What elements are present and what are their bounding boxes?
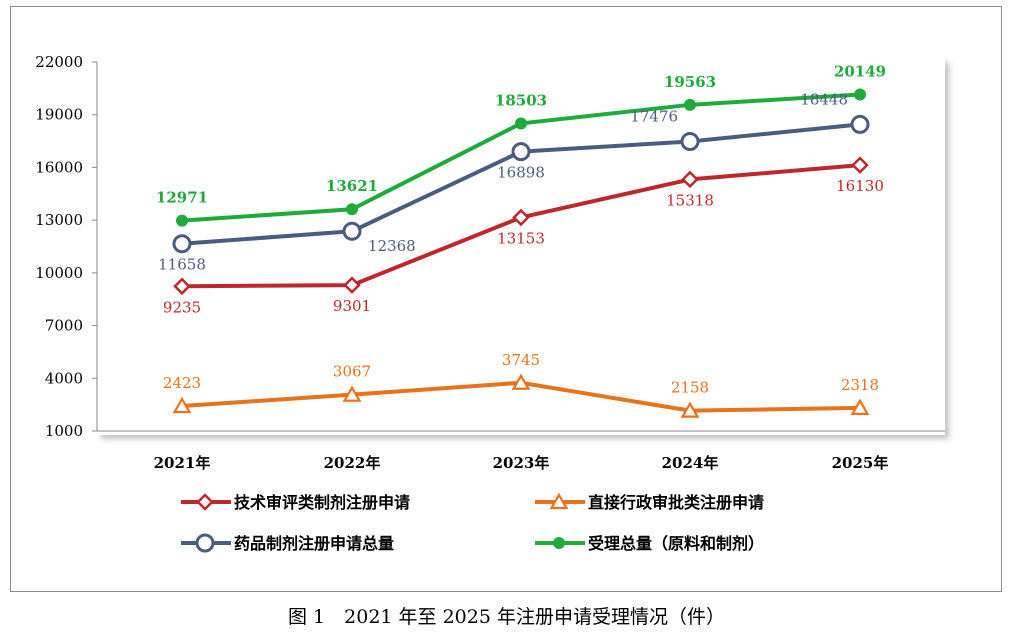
x-tick-label: 2025年 xyxy=(832,454,889,472)
data-point-marker xyxy=(511,373,531,390)
legend-item: 受理总量（原料和制剂） xyxy=(535,534,764,553)
x-tick-label: 2021年 xyxy=(154,454,211,472)
data-label: 9301 xyxy=(333,297,371,315)
data-point-marker xyxy=(851,156,869,174)
data-point-marker xyxy=(342,221,362,241)
data-point-marker xyxy=(854,88,866,101)
data-label: 18448 xyxy=(800,90,848,108)
y-tick-label: 4000 xyxy=(45,369,83,387)
data-point-marker xyxy=(680,131,700,151)
y-tick-label: 10000 xyxy=(35,264,83,282)
data-point-marker xyxy=(680,401,700,418)
data-label: 13621 xyxy=(326,177,378,195)
data-label: 3745 xyxy=(502,351,540,369)
y-tick-label: 13000 xyxy=(35,211,83,229)
legend-item: 直接行政审批类注册申请 xyxy=(535,492,764,512)
data-point-marker xyxy=(684,98,696,111)
data-label: 2158 xyxy=(671,379,709,397)
data-point-marker xyxy=(346,203,358,216)
x-tick-label: 2024年 xyxy=(662,454,719,472)
legend-item: 药品制剂注册申请总量 xyxy=(181,533,394,553)
y-tick-label: 7000 xyxy=(45,317,83,335)
data-label: 2423 xyxy=(163,374,201,392)
y-tick-label: 19000 xyxy=(35,106,83,124)
y-tick-label: 16000 xyxy=(35,158,83,176)
x-tick-label: 2022年 xyxy=(324,454,381,472)
data-label: 16898 xyxy=(497,164,545,182)
data-label: 9235 xyxy=(163,298,201,316)
data-label: 15318 xyxy=(666,191,714,209)
data-label: 12971 xyxy=(156,189,208,207)
data-point-marker xyxy=(343,276,361,294)
data-point-marker xyxy=(850,398,870,415)
data-label: 16130 xyxy=(836,177,884,195)
figure-caption: 图 1 2021 年至 2025 年注册申请受理情况（件） xyxy=(288,606,725,628)
data-point-marker xyxy=(342,385,362,402)
data-point-marker xyxy=(681,170,699,189)
legend-label: 药品制剂注册申请总量 xyxy=(234,534,394,553)
data-label: 11658 xyxy=(158,256,206,274)
y-tick-label: 1000 xyxy=(45,422,83,440)
data-label: 12368 xyxy=(368,237,416,255)
data-point-marker xyxy=(512,208,530,227)
data-label: 13153 xyxy=(497,229,545,247)
data-label: 18503 xyxy=(495,91,547,109)
line-chart: 1000 4000 7000 10000 13000 16000 19000 22000 202… xyxy=(35,53,945,553)
x-tick-label: 2023年 xyxy=(493,454,550,472)
data-point-marker xyxy=(515,117,527,130)
data-label: 3067 xyxy=(333,363,371,381)
data-point-marker xyxy=(850,114,870,134)
data-point-marker xyxy=(511,142,531,162)
data-point-marker xyxy=(172,234,192,254)
data-label: 19563 xyxy=(664,73,716,91)
legend-marker xyxy=(549,492,569,510)
data-label: 20149 xyxy=(834,63,886,81)
legend-marker xyxy=(196,493,214,511)
legend-marker xyxy=(553,537,565,549)
legend-label: 直接行政审批类注册申请 xyxy=(588,493,764,512)
y-tick-label: 22000 xyxy=(35,53,83,71)
legend-marker xyxy=(195,533,215,553)
legend-label: 技术审评类制剂注册申请 xyxy=(234,493,410,512)
data-point-marker xyxy=(172,396,192,414)
data-point-marker xyxy=(173,277,191,296)
data-point-marker xyxy=(176,214,188,227)
legend-item: 技术审评类制剂注册申请 xyxy=(181,493,410,512)
legend-label: 受理总量（原料和制剂） xyxy=(588,534,764,553)
data-label: 17476 xyxy=(630,107,678,125)
data-label: 2318 xyxy=(841,376,879,394)
